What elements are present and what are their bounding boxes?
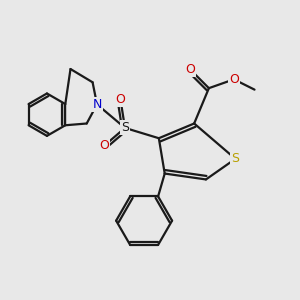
Text: O: O — [185, 62, 195, 76]
Text: O: O — [116, 93, 125, 106]
Text: S: S — [231, 152, 239, 165]
Text: O: O — [229, 73, 239, 86]
Text: O: O — [99, 139, 109, 152]
Text: N: N — [92, 98, 102, 111]
Text: S: S — [121, 122, 129, 134]
